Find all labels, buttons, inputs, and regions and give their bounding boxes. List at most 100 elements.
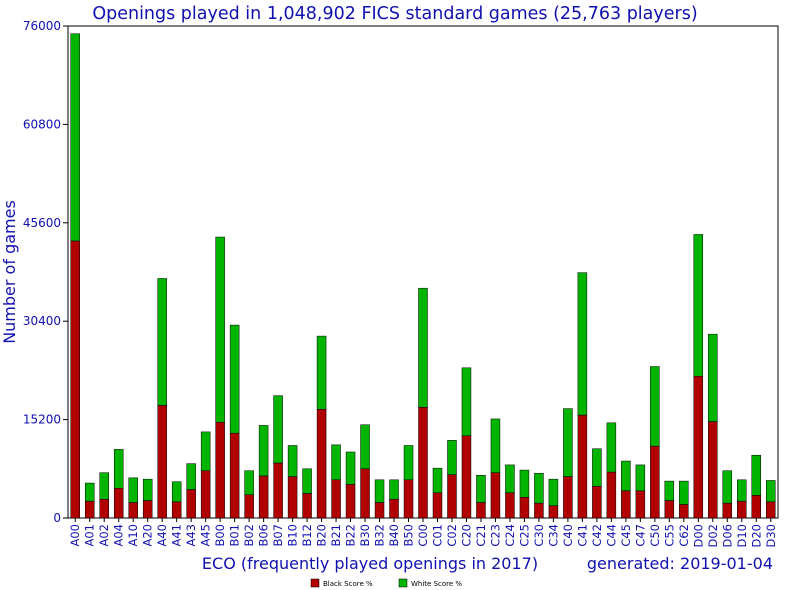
bar-c01-black-score bbox=[432, 492, 443, 519]
chart-title: Openings played in 1,048,902 FICS standa… bbox=[92, 4, 697, 24]
y-tick-label: 60800 bbox=[23, 117, 61, 131]
x-tick-label: C62 bbox=[677, 524, 691, 547]
bar-a41-black-score bbox=[171, 501, 182, 519]
bar-d10-white-score bbox=[737, 479, 747, 502]
bar-c45-black-score bbox=[621, 490, 631, 519]
x-tick-label: D20 bbox=[749, 524, 763, 548]
bar-b50-black-score bbox=[403, 479, 414, 519]
bar-b06-white-score bbox=[258, 425, 269, 477]
bar-b30-white-score bbox=[360, 424, 370, 470]
y-tick-label: 76000 bbox=[23, 19, 61, 33]
legend-swatch-white-score bbox=[398, 578, 408, 588]
bar-b01-black-score bbox=[229, 432, 240, 519]
x-tick-label: B06 bbox=[257, 524, 271, 547]
x-tick-label: D02 bbox=[706, 524, 720, 548]
bar-a40-black-score bbox=[157, 405, 167, 519]
bar-a45-black-score bbox=[200, 470, 211, 519]
bars-group bbox=[70, 33, 776, 519]
legend-label-white-score: White Score % bbox=[411, 580, 462, 588]
x-tick-label: D00 bbox=[691, 524, 705, 548]
bar-d02-black-score bbox=[708, 421, 718, 519]
bar-c25-white-score bbox=[519, 469, 530, 498]
bar-c20-black-score bbox=[461, 435, 472, 519]
bar-a01-black-score bbox=[84, 500, 95, 519]
bar-b10-white-score bbox=[287, 445, 298, 477]
bar-b22-white-score bbox=[345, 451, 356, 485]
bar-a01-white-score bbox=[84, 482, 95, 502]
x-tick-label: B00 bbox=[213, 524, 227, 547]
x-tick-label: C34 bbox=[546, 524, 560, 547]
bar-d30-white-score bbox=[766, 480, 776, 503]
x-tick-label: B50 bbox=[402, 524, 416, 547]
bar-d02-white-score bbox=[708, 333, 718, 422]
bar-c34-black-score bbox=[548, 505, 559, 519]
bar-c44-black-score bbox=[606, 471, 617, 519]
x-tick-label: C45 bbox=[619, 524, 633, 547]
x-tick-label: D10 bbox=[735, 524, 749, 548]
bar-c45-white-score bbox=[621, 460, 631, 492]
bar-c62-black-score bbox=[679, 504, 689, 519]
x-tick-label: A04 bbox=[112, 524, 126, 547]
bar-b06-black-score bbox=[258, 475, 269, 519]
bar-c23-black-score bbox=[490, 472, 501, 519]
x-tick-label: A40 bbox=[155, 524, 169, 547]
bar-a20-black-score bbox=[142, 500, 153, 519]
bar-a00-black-score bbox=[70, 240, 80, 519]
bar-c42-black-score bbox=[592, 486, 602, 519]
x-tick-label: A43 bbox=[184, 524, 198, 547]
bar-a04-black-score bbox=[113, 487, 124, 519]
bar-c40-black-score bbox=[563, 476, 573, 519]
bar-c34-white-score bbox=[548, 478, 559, 506]
bar-c24-black-score bbox=[505, 492, 515, 519]
bar-c55-black-score bbox=[664, 500, 675, 519]
x-tick-label: B21 bbox=[329, 524, 343, 547]
x-tick-label: C40 bbox=[561, 524, 575, 547]
bar-c02-black-score bbox=[447, 474, 457, 519]
bar-c50-black-score bbox=[650, 445, 660, 519]
x-tick-label: B02 bbox=[242, 524, 256, 547]
y-tick-label: 0 bbox=[53, 511, 61, 525]
bar-b32-black-score bbox=[374, 502, 385, 519]
bar-c20-white-score bbox=[461, 367, 472, 437]
legend: Black Score % White Score % bbox=[310, 578, 462, 588]
x-tick-label: C24 bbox=[503, 524, 517, 547]
x-tick-label: A01 bbox=[83, 524, 97, 547]
bar-a02-white-score bbox=[99, 472, 109, 500]
x-tick-label: C20 bbox=[459, 524, 473, 547]
bar-c30-white-score bbox=[534, 473, 544, 504]
x-tick-label: C23 bbox=[488, 524, 502, 547]
bar-b01-white-score bbox=[229, 324, 240, 434]
bar-b20-white-score bbox=[316, 335, 327, 410]
x-tick-label: B12 bbox=[300, 524, 314, 547]
x-tick-label: C01 bbox=[430, 524, 444, 547]
x-tick-label: A02 bbox=[97, 524, 111, 547]
bar-d10-black-score bbox=[737, 500, 747, 519]
bar-c40-white-score bbox=[563, 408, 573, 477]
bar-c50-white-score bbox=[650, 366, 660, 447]
bar-b00-black-score bbox=[215, 421, 225, 519]
x-tick-label: B20 bbox=[315, 524, 329, 547]
x-tick-label: A45 bbox=[199, 524, 213, 547]
bar-b50-white-score bbox=[403, 445, 414, 481]
bar-b20-black-score bbox=[316, 408, 327, 519]
bar-c41-black-score bbox=[577, 414, 588, 519]
x-tick-label: C21 bbox=[474, 524, 488, 547]
bar-c47-black-score bbox=[635, 490, 646, 519]
bar-b40-black-score bbox=[389, 498, 399, 519]
generated-date: generated: 2019-01-04 bbox=[587, 554, 773, 573]
bar-a45-white-score bbox=[200, 431, 211, 471]
x-tick-label: B40 bbox=[387, 524, 401, 547]
bar-c21-white-score bbox=[476, 475, 486, 503]
bar-b12-white-score bbox=[302, 468, 312, 494]
bar-b22-black-score bbox=[345, 484, 356, 519]
bar-d20-black-score bbox=[751, 495, 762, 519]
bar-c23-white-score bbox=[490, 418, 501, 473]
bar-b12-black-score bbox=[302, 493, 312, 519]
bar-c25-black-score bbox=[519, 497, 530, 519]
x-tick-label: C50 bbox=[648, 524, 662, 547]
bar-b10-black-score bbox=[287, 476, 298, 519]
bar-d00-white-score bbox=[693, 234, 704, 377]
x-tick-label: C42 bbox=[590, 524, 604, 547]
bar-a43-black-score bbox=[186, 489, 196, 519]
